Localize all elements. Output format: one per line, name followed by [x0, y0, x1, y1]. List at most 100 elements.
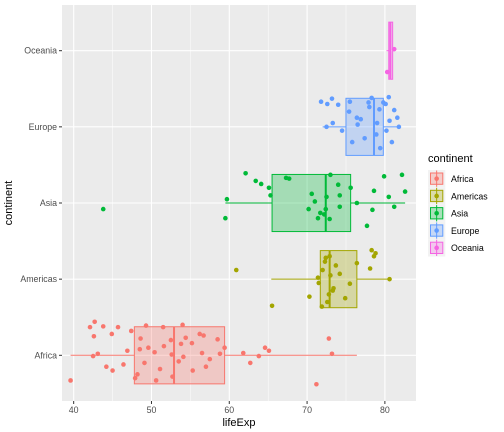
- y-axis-title: continent: [3, 181, 15, 226]
- point-americas: [373, 250, 378, 256]
- legend-key-point: [434, 176, 439, 181]
- point-africa: [137, 346, 143, 352]
- point-oceania: [391, 46, 397, 52]
- x-axis-title: lifeExp: [222, 417, 255, 429]
- point-asia: [324, 194, 329, 200]
- point-africa: [91, 333, 97, 339]
- point-africa: [169, 352, 175, 357]
- point-europe: [329, 96, 335, 101]
- point-africa: [92, 319, 97, 325]
- point-asia: [224, 196, 230, 202]
- point-africa: [329, 351, 335, 357]
- y-axis-ticks: Africa Americas Asia Europe Oceania: [20, 46, 62, 360]
- point-asia: [318, 210, 323, 216]
- point-americas: [367, 266, 373, 271]
- point-africa: [190, 368, 196, 373]
- point-asia: [386, 194, 392, 200]
- point-asia: [337, 204, 343, 210]
- point-americas: [326, 292, 332, 297]
- point-americas: [387, 276, 392, 282]
- point-africa: [183, 335, 189, 341]
- point-africa: [247, 360, 253, 366]
- legend-key-point: [434, 193, 439, 199]
- boxes: [133, 21, 394, 385]
- point-asia: [100, 206, 106, 212]
- point-europe: [391, 107, 397, 113]
- point-africa: [256, 353, 262, 359]
- point-europe: [377, 107, 382, 112]
- point-africa: [95, 351, 101, 357]
- point-europe: [355, 122, 360, 127]
- point-americas: [328, 273, 333, 278]
- point-asia: [337, 193, 343, 198]
- point-africa: [170, 374, 175, 379]
- point-europe: [374, 120, 380, 126]
- point-africa: [135, 372, 140, 377]
- point-americas: [319, 304, 325, 309]
- point-europe: [367, 104, 372, 110]
- point-africa: [87, 324, 93, 330]
- legend-title: continent: [428, 153, 473, 165]
- point-africa: [168, 337, 174, 343]
- point-europe: [369, 95, 374, 101]
- legend: continent Africa Americas Asia Europe Oceani…: [428, 153, 488, 257]
- point-americas: [337, 271, 343, 277]
- point-asia: [286, 176, 292, 181]
- point-africa: [132, 375, 138, 381]
- point-europe: [374, 132, 379, 137]
- point-africa: [121, 362, 126, 367]
- point-asia: [328, 172, 333, 178]
- y-tick-label: Africa: [35, 350, 58, 360]
- point-africa: [240, 350, 246, 356]
- x-tick-label: 40: [69, 405, 79, 415]
- point-europe: [362, 135, 367, 141]
- point-africa: [110, 368, 115, 373]
- point-europe: [387, 118, 392, 124]
- point-africa: [128, 328, 134, 334]
- point-asia: [391, 204, 397, 210]
- point-africa: [138, 336, 143, 341]
- legend-key-point: [434, 210, 439, 216]
- point-europe: [354, 115, 360, 121]
- jitter-points: [68, 46, 408, 387]
- point-americas: [342, 295, 348, 301]
- point-europe: [358, 116, 364, 122]
- point-africa: [207, 356, 213, 362]
- point-africa: [178, 341, 184, 347]
- point-asia: [323, 206, 329, 212]
- point-africa: [314, 381, 319, 387]
- legend-item: Europe: [428, 221, 479, 240]
- point-europe: [396, 124, 402, 130]
- legend-item: Oceania: [428, 239, 484, 257]
- legend-key-point: [434, 245, 439, 251]
- legend-label: Americas: [451, 191, 488, 201]
- legend-item: Americas: [428, 187, 488, 205]
- legend-label: Europe: [451, 226, 479, 236]
- point-asia: [266, 185, 272, 191]
- point-africa: [326, 336, 332, 341]
- x-axis-ticks: 40 50 60 70 80: [69, 401, 390, 415]
- point-africa: [203, 364, 209, 370]
- x-tick-label: 50: [147, 405, 157, 415]
- point-asia: [371, 188, 377, 194]
- point-africa: [215, 337, 220, 342]
- legend-label: Asia: [451, 209, 468, 219]
- point-americas: [315, 275, 321, 280]
- point-africa: [181, 354, 186, 360]
- point-europe: [346, 109, 352, 114]
- point-asia: [335, 182, 341, 188]
- y-tick-label: Americas: [20, 274, 57, 284]
- point-americas: [325, 299, 330, 305]
- point-africa: [199, 350, 205, 356]
- point-africa: [104, 364, 109, 370]
- point-americas: [269, 303, 275, 309]
- point-asia: [253, 178, 259, 184]
- point-africa: [161, 343, 167, 349]
- point-africa: [143, 323, 149, 328]
- point-asia: [268, 193, 273, 198]
- point-asia: [354, 200, 360, 206]
- point-europe: [377, 145, 383, 151]
- box-europe: [345, 97, 384, 156]
- point-europe: [347, 99, 353, 105]
- y-tick-label: Asia: [40, 198, 57, 208]
